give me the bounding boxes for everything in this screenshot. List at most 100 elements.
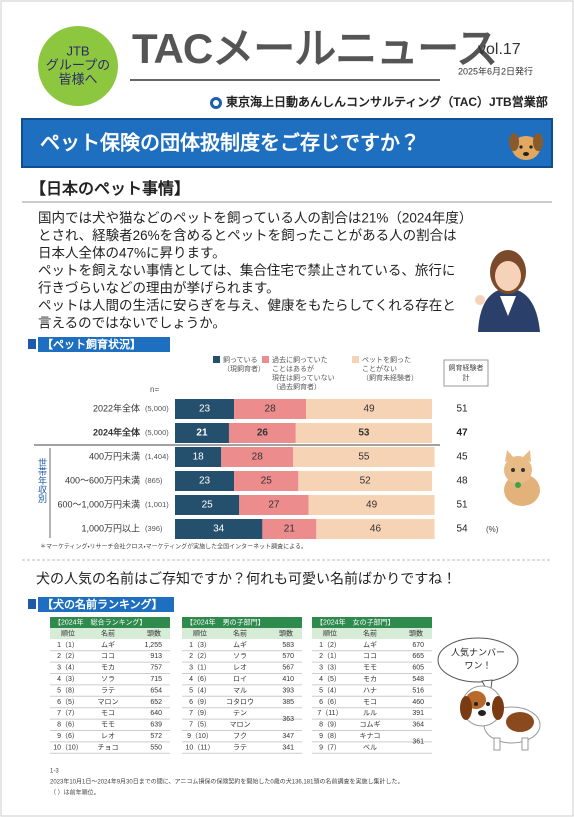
dog-name: ルル	[363, 710, 377, 717]
label-box	[38, 337, 170, 352]
bar-value: 18	[193, 452, 205, 463]
legend-swatch	[213, 356, 220, 363]
dog-name: モモ	[101, 721, 115, 729]
badge-text: JTB	[66, 43, 89, 58]
rank: 5（8）	[57, 686, 79, 694]
table-title: 【2024年 男の子部門】	[186, 617, 265, 626]
table-header-bar	[182, 628, 302, 639]
row-total: 54	[456, 524, 468, 535]
names-intro: 犬の人気の名前はご存知ですか？何れも可愛い名前ばかりですね！	[36, 571, 456, 587]
count: 410	[282, 676, 294, 683]
badge-circle	[38, 26, 118, 106]
row-total: 48	[456, 476, 468, 487]
legend-text: ペットを飼った	[362, 356, 411, 364]
table-title-bar	[312, 617, 432, 628]
count: 665	[412, 653, 424, 660]
count: 605	[412, 665, 424, 672]
row-label: 2024年全体	[93, 426, 141, 437]
bar-segment	[228, 423, 296, 443]
count: 550	[150, 744, 162, 751]
bar-segment	[316, 519, 435, 539]
dog-name: ムギ	[101, 641, 115, 649]
rank: 9（7）	[319, 743, 341, 751]
rank: 7（11）	[317, 709, 342, 717]
bar-segment	[239, 495, 309, 515]
rank: 1（2）	[319, 641, 341, 649]
row-label: 1,000万円以上	[81, 523, 140, 533]
rank: 9（6）	[57, 732, 79, 740]
rank: 2（1）	[319, 652, 341, 660]
bar-segment	[175, 519, 263, 539]
count: 913	[150, 653, 162, 660]
legend-text: 過去に飼っていた	[272, 355, 328, 364]
rank: 4（5）	[319, 675, 341, 683]
group-label: 世帯年収別	[37, 457, 47, 504]
bar-value: 23	[199, 476, 211, 487]
bar-segment	[262, 519, 317, 539]
row-label: 400万円未満	[89, 450, 140, 461]
count: 347	[282, 733, 294, 740]
label-box	[38, 597, 174, 612]
count: 341	[282, 744, 294, 751]
bar-segment	[234, 399, 307, 419]
count: 715	[150, 676, 162, 683]
count: 1,255	[144, 642, 162, 649]
dog-name: レオ	[233, 664, 247, 672]
bar-segment	[221, 447, 294, 467]
unit-label: (%)	[486, 525, 499, 534]
dog-name: ソラ	[101, 675, 115, 683]
count: 361	[412, 739, 424, 746]
bubble-text: ワン！	[464, 660, 491, 670]
legend-text: ことはあるが	[272, 364, 314, 373]
row-n: (5,000)	[145, 428, 169, 437]
n-label: n=	[150, 385, 159, 394]
table-header: 頭数	[409, 628, 423, 637]
table-header: 名前	[233, 628, 247, 637]
bar-value: 49	[366, 500, 378, 511]
total-header: 計	[463, 373, 470, 382]
rank: 6（9）	[189, 698, 211, 706]
table-header: 名前	[101, 628, 115, 637]
dog-name: モカ	[101, 664, 115, 672]
dog-name: レオ	[101, 732, 115, 740]
bar-segment	[175, 447, 222, 467]
source-note: （ ）は前年順位。	[50, 789, 100, 797]
paragraph-line: とされ、経験者26%を含めるとペットを飼ったことがある人の割合は	[38, 228, 457, 243]
legend-text: 現在は飼っていない	[272, 373, 335, 382]
dog-name: モモ	[363, 664, 377, 672]
legend-text: （過去飼育者）	[272, 382, 321, 391]
rank: 7（5）	[189, 721, 211, 729]
rank: 7（9）	[189, 709, 211, 717]
bar-value: 53	[358, 428, 370, 439]
legend-text: （現飼育者）	[223, 364, 265, 373]
dog-name: マル	[233, 686, 247, 694]
dog-name: マロン	[98, 698, 119, 706]
dog-name: ココ	[363, 652, 377, 660]
legend-swatch	[352, 356, 359, 363]
badge-text: 皆様へ	[58, 71, 97, 86]
count: 570	[282, 653, 294, 660]
count: 583	[282, 642, 294, 649]
survey-note: ＊マーケティング・リサーチ会社クロス・マーケティングが実施した全国インターネット…	[40, 543, 307, 551]
count: 385	[282, 699, 294, 706]
count: 572	[150, 733, 162, 740]
legend-text: ことがない	[362, 364, 397, 373]
table-header: 名前	[363, 628, 377, 637]
rank: 6（5）	[57, 698, 79, 706]
table-title-bar	[182, 617, 302, 628]
row-total: 51	[456, 404, 468, 415]
dog-name: ラテ	[101, 686, 115, 694]
paragraph-line: ペットを飼えない事情としては、集合住宅で禁止されている、旅行に	[38, 263, 455, 278]
bar-segment	[293, 447, 435, 467]
total-header-box	[443, 359, 489, 387]
bar-value: 25	[202, 500, 214, 511]
rank: 7（7）	[57, 709, 79, 717]
banner-box	[21, 118, 553, 168]
row-n: (865)	[145, 476, 163, 485]
legend-text: （飼育未経験者）	[362, 373, 418, 382]
dog-name: ムギ	[233, 641, 247, 649]
bar-segment	[298, 471, 432, 491]
dog-icon	[509, 133, 543, 160]
